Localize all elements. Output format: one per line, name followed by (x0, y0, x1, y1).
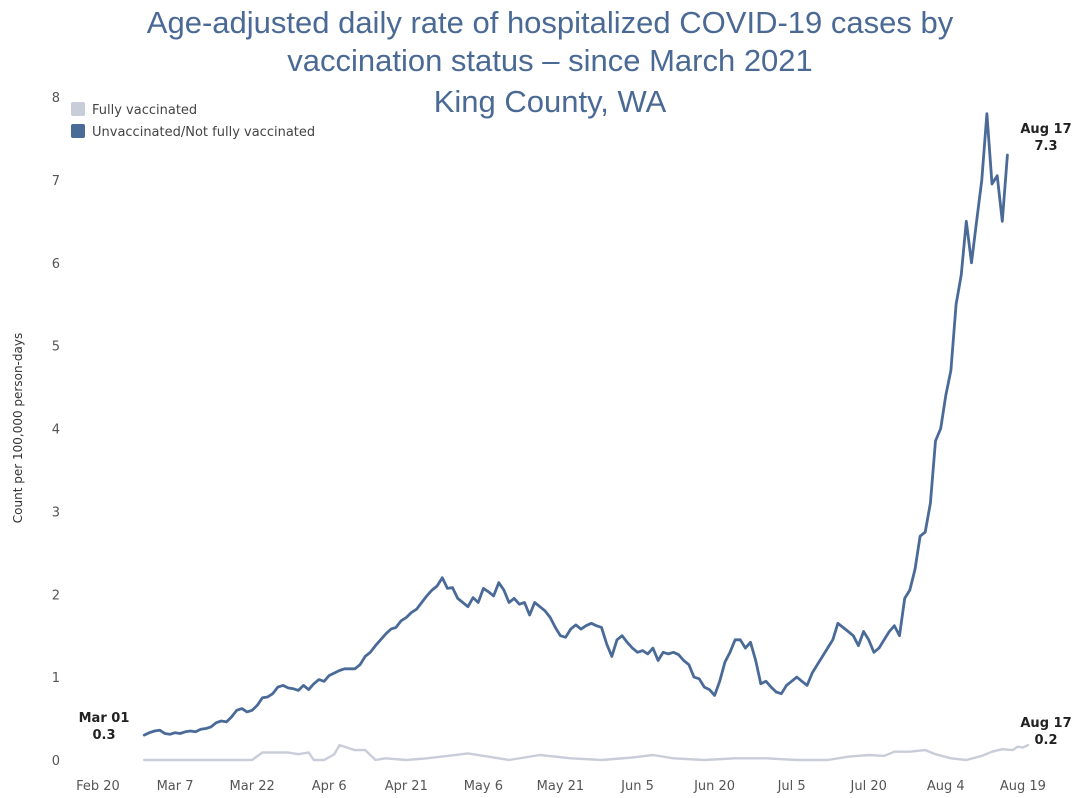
annotation-vaccinated-date: Aug 17 (1020, 716, 1071, 731)
y-axis: 0 1 2 3 4 5 6 7 8 (52, 91, 60, 769)
chart-title-line-1: Age-adjusted daily rate of hospitalized … (147, 5, 954, 40)
x-tick-label: Jun 20 (693, 779, 735, 794)
y-tick-label: 4 (52, 423, 60, 438)
legend-label-fully-vaccinated: Fully vaccinated (92, 103, 197, 118)
x-axis: Feb 20 Mar 7 Mar 22 Apr 6 Apr 21 May 6 May 21 J… (76, 779, 1046, 794)
x-tick-label: Jul 20 (850, 779, 887, 794)
chart-title-line-2: vaccination status – since March 2021 (287, 43, 813, 78)
x-tick-label: Aug 19 (1000, 779, 1046, 794)
legend-swatch-fully-vaccinated (71, 102, 85, 116)
y-tick-label: 2 (52, 588, 60, 603)
x-tick-label: Mar 22 (230, 779, 275, 794)
annotation-start-date: Mar 01 (79, 711, 130, 726)
x-tick-label: May 21 (537, 779, 585, 794)
series-line-unvaccinated (142, 112, 1009, 737)
legend-label-unvaccinated: Unvaccinated/Not fully vaccinated (92, 125, 315, 140)
y-tick-label: 0 (52, 754, 60, 769)
x-tick-label: Apr 21 (385, 779, 428, 794)
annotation-peak-date: Aug 17 (1020, 122, 1071, 137)
annotation-peak-value: 7.3 (1034, 139, 1057, 154)
x-tick-label: Apr 6 (312, 779, 347, 794)
annotation-vaccinated-value: 0.2 (1034, 733, 1057, 748)
x-tick-label: Jun 5 (620, 779, 654, 794)
series-line-fully-vaccinated (143, 743, 1030, 762)
y-tick-label: 8 (52, 91, 60, 106)
annotations: Mar 01 0.3 Aug 17 7.3 Aug 17 0.2 (79, 122, 1072, 748)
chart-title-line-3: King County, WA (434, 84, 667, 119)
y-tick-label: 6 (52, 257, 60, 272)
annotation-start-value: 0.3 (92, 728, 115, 743)
y-tick-label: 1 (52, 671, 60, 686)
y-tick-label: 7 (52, 174, 60, 189)
y-axis-label: Count per 100,000 person-days (11, 333, 25, 523)
y-tick-label: 3 (52, 505, 60, 520)
x-tick-label: Aug 4 (927, 779, 965, 794)
legend: Fully vaccinated Unvaccinated/Not fully … (71, 102, 315, 140)
x-tick-label: Feb 20 (76, 779, 120, 794)
x-tick-label: Mar 7 (157, 779, 194, 794)
x-tick-label: Jul 5 (777, 779, 806, 794)
x-tick-label: May 6 (464, 779, 503, 794)
y-tick-label: 5 (52, 340, 60, 355)
legend-swatch-unvaccinated (71, 124, 85, 138)
series-layer (142, 112, 1030, 762)
